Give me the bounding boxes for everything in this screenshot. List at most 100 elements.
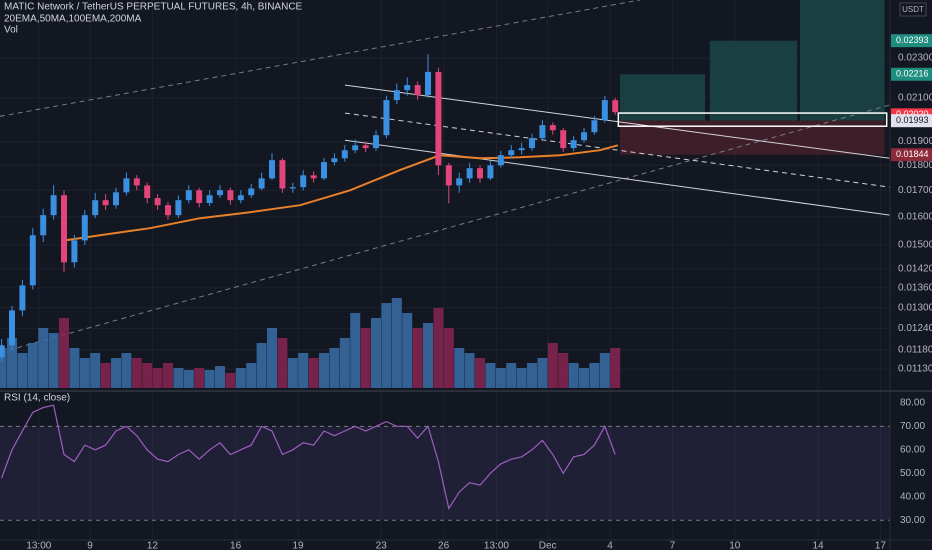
volume-bar [485, 363, 496, 388]
candle-body [612, 100, 619, 113]
y-tick-label: 0.01360 [898, 283, 932, 294]
candle-body [237, 195, 244, 201]
volume-bar [412, 328, 423, 388]
volume-bar [371, 318, 382, 388]
volume-bar [79, 358, 90, 388]
y-tick-label: 0.01900 [898, 136, 932, 147]
candle-body [383, 100, 390, 136]
trend-line [0, 0, 641, 117]
candle-body [529, 138, 536, 149]
candle-body [71, 240, 78, 263]
x-tick-label: 26 [438, 541, 450, 550]
candle-body [393, 90, 400, 101]
volume-bar [308, 358, 319, 388]
candle-body [258, 178, 265, 189]
volume-bar [287, 358, 298, 388]
candle-body [227, 190, 234, 201]
volume-bar [59, 318, 70, 388]
candle-body [0, 345, 5, 358]
price-tag-label: 0.01844 [896, 149, 929, 159]
price-tag-label: 0.01993 [896, 115, 929, 125]
y-tick-label: 0.01180 [898, 345, 932, 356]
volume-bar [475, 358, 486, 388]
candle-body [269, 160, 276, 179]
indicator-list: 20EMA,50MA,100EMA,200MA [4, 14, 142, 25]
volume-bar [0, 348, 7, 388]
candle-body [549, 125, 556, 131]
volume-bar [27, 343, 38, 388]
volume-bar [256, 343, 267, 388]
rsi-tick-label: 40.00 [900, 491, 925, 502]
price-tag-label: 0.02393 [896, 35, 929, 45]
price-tag-label: 0.02020 [896, 109, 929, 119]
candle-body [248, 188, 255, 196]
symbol-title: MATIC Network / TetherUS PERPETUAL FUTUR… [4, 2, 303, 13]
volume-bar [339, 338, 350, 388]
volume-bar [298, 353, 309, 388]
rsi-band [0, 426, 890, 521]
candle-body [560, 130, 567, 149]
volume-bar [527, 363, 538, 388]
candle-body [487, 165, 494, 179]
volume-bar [360, 328, 371, 388]
candle-body [300, 175, 307, 188]
candle-body [165, 205, 172, 216]
candle-body [9, 310, 16, 346]
x-tick-label: 17 [875, 541, 887, 550]
volume-bar [350, 313, 361, 388]
candle-body [144, 185, 151, 199]
candle-body [466, 168, 473, 179]
moving-average [64, 144, 619, 242]
candle-body [289, 187, 296, 189]
candle-body [206, 195, 213, 204]
currency-box [899, 2, 927, 17]
candle-body [414, 85, 421, 96]
y-tick-label: 0.02100 [898, 92, 932, 103]
candle-body [601, 100, 608, 121]
candle-body [185, 190, 192, 201]
x-tick-label: Dec [539, 541, 557, 550]
volume-bar [464, 353, 475, 388]
candle-body [123, 178, 130, 193]
candle-body [217, 190, 224, 196]
volume-bar [100, 363, 111, 388]
x-tick-label: 4 [607, 541, 613, 550]
volume-bar [589, 363, 600, 388]
x-tick-label: 14 [812, 541, 824, 550]
x-tick-label: 13:00 [26, 541, 51, 550]
x-tick-label: 19 [292, 541, 304, 550]
x-tick-label: 10 [729, 541, 741, 550]
y-tick-label: 0.01420 [898, 264, 932, 275]
candle-body [81, 215, 88, 241]
candle-body [570, 140, 577, 149]
candle-body [425, 71, 432, 96]
candle-body [591, 120, 598, 133]
candle-body [435, 71, 442, 166]
volume-bar [495, 368, 506, 388]
candle-body [175, 200, 182, 216]
candle-body [40, 215, 47, 236]
volume-bar [152, 368, 163, 388]
volume-bar [391, 298, 402, 388]
volume-bar [173, 368, 184, 388]
volume-bar [7, 338, 18, 388]
x-tick-label: 7 [670, 541, 676, 550]
highlight-box [617, 112, 888, 127]
candle-body [508, 150, 515, 156]
volume-bar [17, 353, 28, 388]
volume-bar [599, 353, 610, 388]
volume-bar [547, 343, 558, 388]
volume-bar [215, 366, 226, 388]
trend-line [0, 104, 890, 354]
volume-bar [381, 303, 392, 388]
x-tick-label: 9 [87, 541, 93, 550]
y-tick-label: 0.01130 [898, 364, 932, 375]
volume-bar [267, 328, 278, 388]
volume-bar [142, 363, 153, 388]
volume-bar [319, 353, 330, 388]
volume-bar [246, 363, 257, 388]
candle-body [373, 135, 380, 149]
position-zone [709, 40, 798, 121]
volume-bar [235, 368, 246, 388]
